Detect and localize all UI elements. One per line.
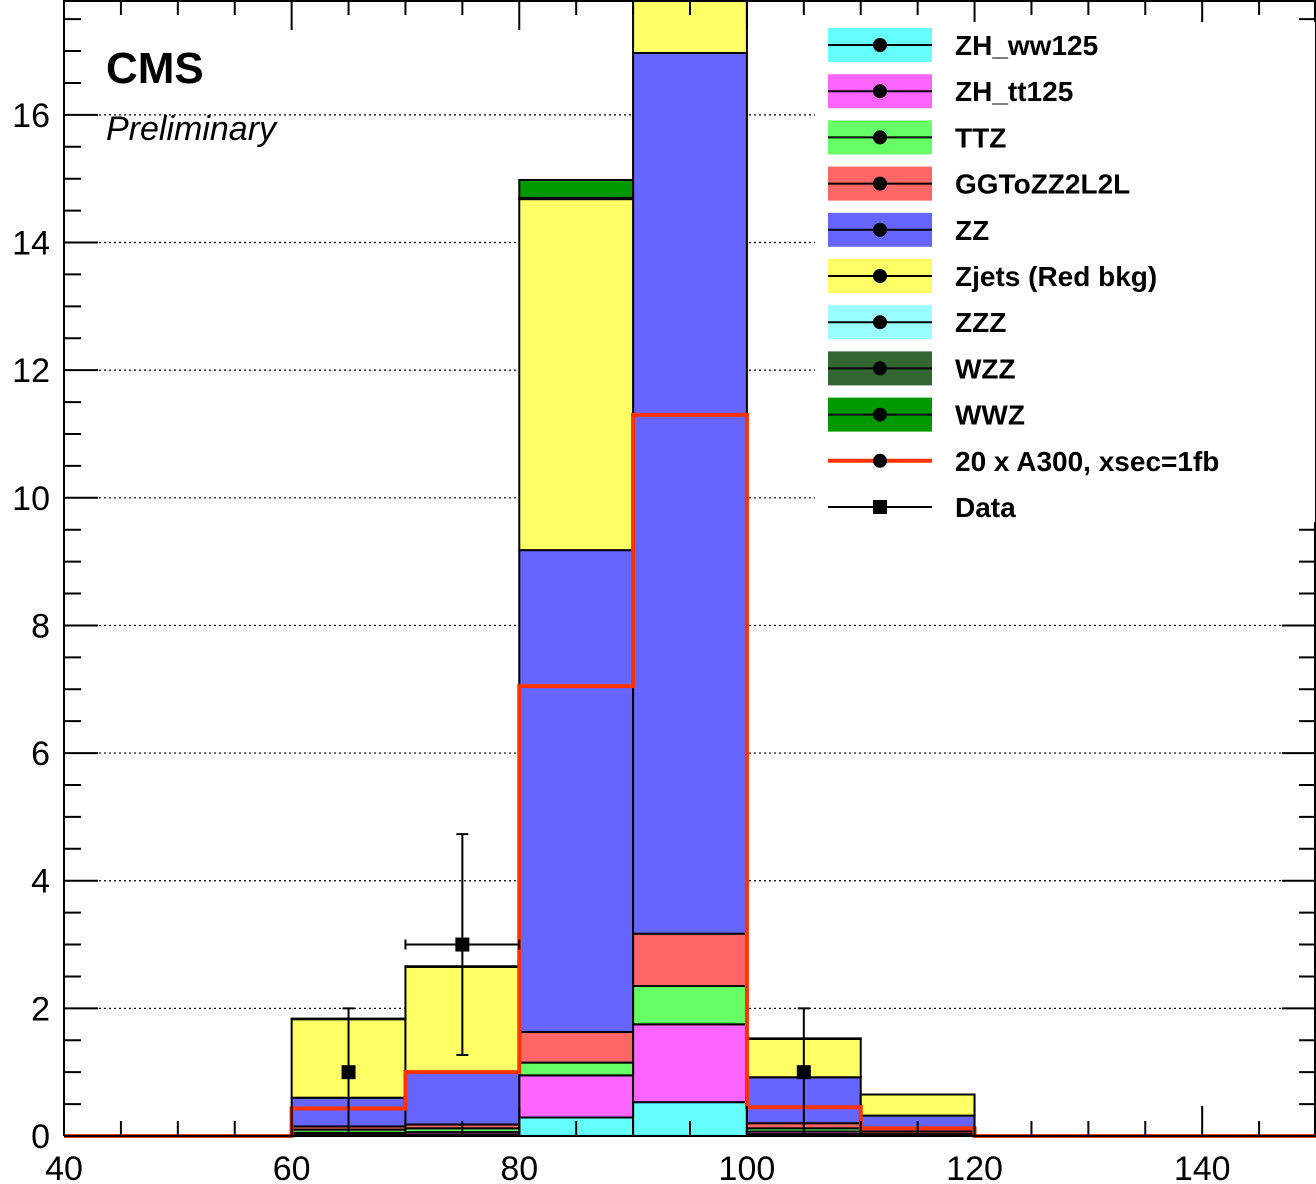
data-point	[796, 1065, 811, 1080]
legend-label: WZZ	[955, 353, 1016, 384]
stack-bar	[518, 549, 635, 1033]
legend-label: WWZ	[955, 400, 1025, 431]
data-point	[341, 1065, 356, 1080]
data-point	[455, 937, 470, 952]
legend-label: ZZZ	[955, 307, 1006, 338]
legend-label: ZH_tt125	[955, 76, 1073, 107]
legend-marker	[873, 130, 887, 145]
legend: ZH_ww125 ZH_tt125 TTZ GGToZZ2L2L ZZ Zjets (Re…	[828, 28, 1219, 523]
x-tick-label: 100	[719, 1150, 776, 1184]
stack-bar	[518, 178, 635, 199]
legend-label: 20 x A300, xsec=1fb	[955, 446, 1219, 477]
legend-label: TTZ	[955, 122, 1006, 153]
stack-bar	[859, 1093, 976, 1117]
y-tick-label: 16	[12, 97, 50, 135]
stack-bar	[518, 1030, 635, 1064]
legend-marker	[873, 361, 887, 376]
stack-bar	[632, 932, 748, 988]
y-tick-label: 0	[31, 1118, 50, 1156]
legend-marker	[873, 176, 887, 191]
x-tick-label: 80	[500, 1150, 538, 1184]
axes: 40 60 80 100 120 140 0 2 4 6 8 10 12 14 16	[12, 0, 1316, 1184]
preliminary-label: Preliminary	[106, 110, 278, 148]
legend-marker	[873, 84, 887, 99]
cms-label: CMS	[106, 44, 204, 93]
x-tick-label: 140	[1174, 1150, 1231, 1184]
y-tick-label: 2	[31, 990, 50, 1028]
x-tick-label: 40	[45, 1150, 83, 1184]
stack-bar	[632, 985, 748, 1026]
legend-marker	[873, 453, 887, 468]
legend-marker	[873, 269, 887, 283]
y-tick-label: 10	[12, 480, 50, 518]
legend-marker	[873, 407, 887, 422]
stack-bar	[518, 1061, 635, 1077]
stack-bar	[404, 1071, 521, 1126]
legend-marker	[873, 38, 887, 52]
x-tick-label: 120	[946, 1150, 1003, 1184]
legend-label: ZH_ww125	[955, 30, 1098, 61]
y-tick-label: 8	[31, 607, 50, 645]
stack-bar	[518, 198, 635, 552]
stack-bar	[632, 1023, 748, 1104]
legend-label: ZZ	[955, 215, 989, 246]
stack-bar	[632, 51, 748, 935]
y-tick-label: 12	[12, 352, 50, 390]
y-tick-label: 14	[12, 225, 50, 263]
legend-marker	[873, 315, 887, 330]
stack-bar	[518, 1074, 635, 1119]
y-tick-label: 4	[31, 863, 50, 901]
legend-label: Data	[955, 492, 1016, 523]
legend-label: GGToZZ2L2L	[955, 169, 1130, 200]
legend-label: Zjets (Red bkg)	[955, 261, 1157, 292]
x-tick-label: 60	[273, 1150, 311, 1184]
y-tick-label: 6	[31, 735, 50, 773]
legend-marker	[873, 222, 887, 237]
legend-marker	[873, 500, 887, 514]
